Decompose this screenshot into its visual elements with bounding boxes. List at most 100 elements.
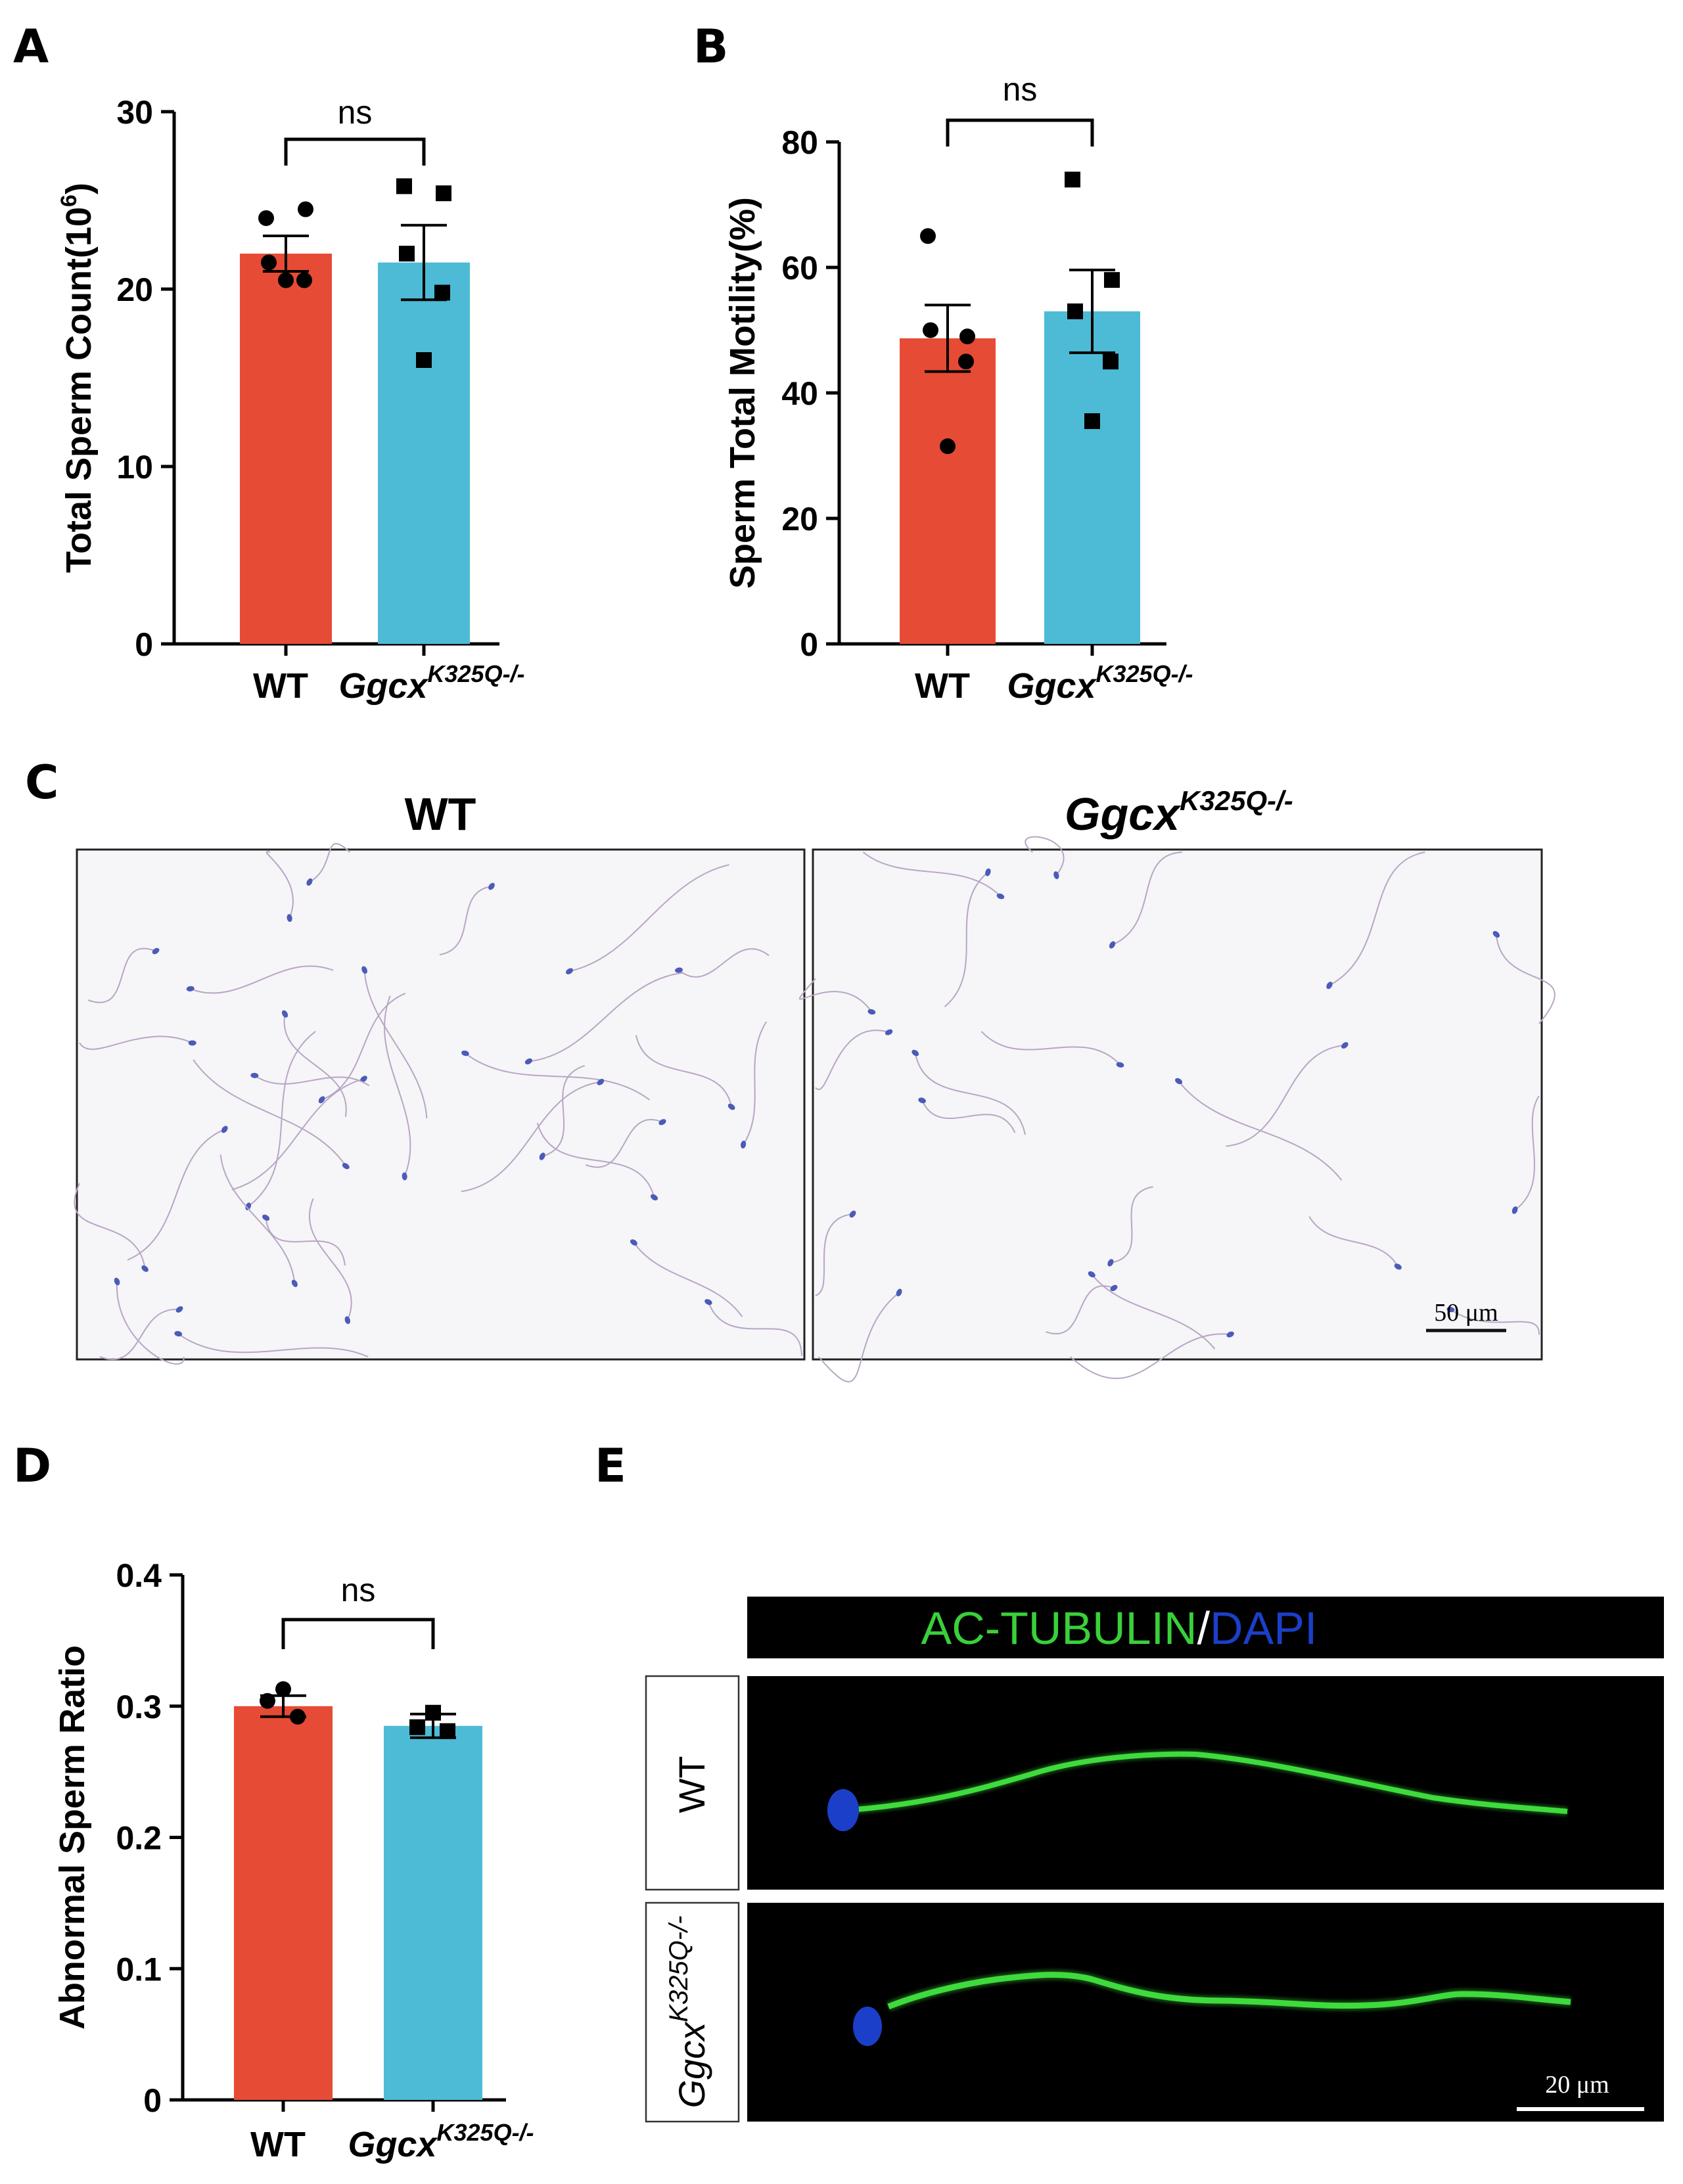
sperm-tail — [1226, 1044, 1345, 1147]
sperm-tail — [79, 1035, 193, 1050]
sperm-tail — [283, 1013, 347, 1117]
bar-b-wt — [900, 338, 996, 644]
sperm-head — [1109, 941, 1116, 949]
data-point-a-1-2 — [399, 246, 415, 262]
nucleus-mutant — [853, 2007, 882, 2046]
category-label-a-1: GgcxK325Q-/- — [338, 660, 524, 706]
sperm-head — [186, 986, 195, 991]
scale-bar-label-20um: 20 μm — [1545, 2071, 1609, 2099]
sperm-tail — [265, 851, 294, 919]
sperm-head — [867, 1009, 876, 1015]
y-tick-label-a-3: 30 — [116, 94, 153, 131]
y-tick-label-d-0: 0 — [143, 2082, 162, 2119]
fluorescence-image-wt — [747, 1676, 1664, 1890]
sperm-head — [911, 1049, 919, 1057]
panel-letter-d: D — [13, 1439, 51, 1493]
sperm-head — [1326, 982, 1333, 990]
category-label-b-1: GgcxK325Q-/- — [1007, 660, 1193, 706]
data-point-d-1-0 — [425, 1704, 441, 1721]
sperm-head — [658, 1119, 666, 1126]
bar-d-mutant — [384, 1725, 482, 2100]
data-point-a-0-1 — [298, 201, 313, 217]
row-label-box-wt — [645, 1675, 740, 1891]
sperm-tail — [116, 1281, 185, 1365]
sperm-head — [1341, 1042, 1349, 1049]
sperm-tail — [569, 864, 729, 972]
sperm-head — [1116, 1062, 1124, 1068]
sperm-head — [885, 1029, 893, 1035]
sperm-tail — [862, 852, 1002, 897]
bar-a-wt — [240, 254, 332, 644]
data-point-b-0-1 — [959, 329, 975, 345]
data-point-d-0-2 — [290, 1708, 306, 1725]
sperm-tail — [542, 1065, 585, 1157]
sperm-head — [245, 1202, 252, 1210]
sperm-cells-mutant — [798, 836, 1556, 1382]
sperm-tail — [798, 978, 873, 1012]
data-point-b-1-0 — [1065, 171, 1080, 188]
sperm-tail — [1025, 836, 1065, 876]
data-point-a-1-3 — [434, 284, 450, 301]
sperm-head — [597, 1078, 605, 1085]
y-tick-label-d-3: 0.3 — [116, 1689, 162, 1725]
panel-letter-b: B — [693, 20, 728, 74]
data-point-a-0-2 — [261, 254, 277, 271]
sperm-head — [114, 1277, 120, 1286]
legend-bar — [747, 1597, 1664, 1658]
sperm-tail — [127, 1128, 225, 1261]
significance-bracket-b — [946, 118, 1094, 147]
data-point-b-0-4 — [940, 438, 956, 455]
sperm-tail — [528, 972, 683, 1062]
sperm-head — [704, 1299, 712, 1306]
significance-label-d: ns — [341, 1572, 376, 1608]
panel-c-micrographs: WT GgcxK325Q-/- 50 μm — [74, 785, 1556, 1382]
sperm-head — [221, 1126, 228, 1133]
sperm-head — [1110, 1285, 1118, 1292]
data-point-d-1-1 — [409, 1719, 425, 1735]
sperm-head — [566, 968, 574, 974]
sperm-tail — [384, 995, 411, 1177]
sperm-head — [291, 1279, 298, 1287]
sperm-tail — [265, 1217, 346, 1266]
sperm-head — [175, 1306, 183, 1313]
y-axis-title-a: Total Sperm Count(106) — [57, 183, 99, 573]
sperm-tail — [231, 1078, 364, 1191]
sperm-tail — [363, 970, 428, 1118]
sperm-head — [1226, 1331, 1234, 1338]
data-point-a-1-1 — [436, 185, 451, 202]
y-tick-label-a-0: 0 — [135, 626, 153, 663]
sperm-tail — [461, 1081, 601, 1193]
y-tick-label-b-2: 40 — [781, 375, 818, 412]
sperm-head — [281, 1010, 288, 1018]
panel-letter-e: E — [595, 1439, 626, 1493]
category-label-d-1: GgcxK325Q-/- — [348, 2119, 534, 2164]
sperm-head — [342, 1163, 350, 1170]
row-label-wt: WT — [671, 1756, 712, 1813]
micrograph-wt — [76, 848, 806, 1361]
sperm-tail — [308, 1198, 352, 1321]
sperm-tail — [74, 1183, 146, 1269]
panel-e-fluorescence: AC-TUBULIN/DAPI WT GgcxK325Q-/- 20 μm — [645, 1597, 1664, 2123]
data-point-b-0-3 — [958, 353, 974, 370]
bar-chart-total-sperm-count: 0 10 20 30 Total Sperm Count(106) WT GgcxK325Q… — [57, 94, 525, 706]
sperm-tail — [1091, 1273, 1216, 1350]
category-label-a-0: WT — [253, 666, 308, 706]
sperm-tail — [678, 948, 770, 978]
sperm-tail — [439, 886, 492, 956]
data-point-a-0-4 — [278, 272, 294, 288]
scale-bar-label-50um: 50 μm — [1434, 1299, 1498, 1327]
row-label-mutant: GgcxK325Q-/- — [664, 1916, 712, 2108]
sperm-tail — [321, 992, 406, 1101]
y-tick-label-b-1: 20 — [781, 501, 818, 537]
y-tick-label-d-2: 0.2 — [116, 1820, 162, 1857]
sperm-head — [488, 882, 495, 890]
y-tick-label-d-1: 0.1 — [116, 1951, 162, 1988]
sperm-head — [361, 966, 367, 974]
fluorescence-image-mutant — [747, 1903, 1664, 2122]
sperm-tail — [190, 965, 334, 994]
data-point-a-0-3 — [296, 272, 312, 288]
y-tick-label-a-2: 20 — [116, 271, 153, 308]
sperm-tail — [1450, 1309, 1540, 1335]
sperm-tail — [99, 1308, 180, 1360]
sperm-tail — [914, 1053, 1026, 1135]
